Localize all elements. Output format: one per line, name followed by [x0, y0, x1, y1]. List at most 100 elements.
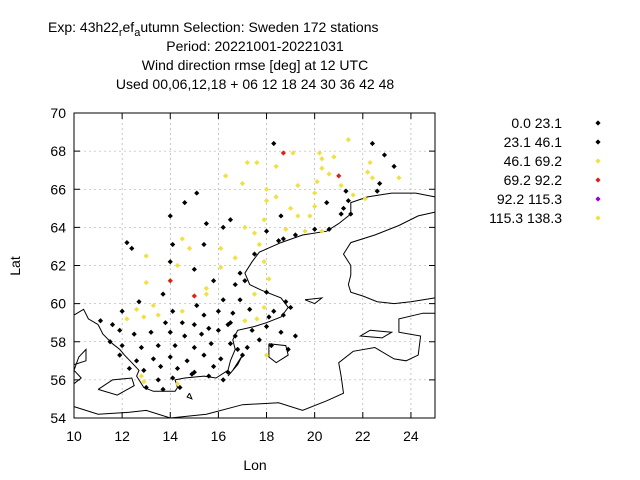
legend-marker	[595, 139, 601, 145]
title-subscript-2: a	[134, 27, 141, 39]
station-point	[218, 356, 224, 362]
station-point	[97, 318, 104, 324]
station-point	[141, 367, 147, 373]
station-point	[167, 213, 173, 219]
station-point	[268, 342, 274, 349]
station-point	[172, 342, 178, 349]
station-point	[124, 240, 130, 246]
station-point	[247, 306, 253, 312]
station-point	[141, 314, 147, 320]
station-point	[242, 278, 248, 284]
coastline-path	[73, 308, 99, 326]
legend-label: 69.2 92.2	[504, 172, 563, 188]
station-point	[242, 318, 248, 324]
station-point	[174, 381, 181, 387]
station-point	[239, 352, 246, 358]
station-point	[215, 327, 221, 333]
station-point	[312, 226, 318, 232]
station-point	[254, 316, 260, 322]
y-tick-label: 64	[50, 219, 66, 235]
station-point	[174, 262, 181, 269]
station-point	[302, 228, 308, 234]
station-point	[251, 291, 258, 297]
station-point	[189, 371, 195, 377]
station-point	[336, 173, 342, 179]
station-point	[203, 291, 209, 297]
legend-marker	[595, 120, 601, 126]
station-point	[225, 369, 231, 375]
x-tick-label: 16	[211, 428, 227, 444]
station-point	[215, 308, 221, 314]
station-point	[109, 321, 116, 328]
title-line-4: Used 00,06,12,18 + 06 12 18 24 30 36 42 …	[116, 76, 395, 92]
station-point	[263, 198, 270, 204]
y-tick-label: 62	[50, 258, 66, 274]
station-point	[235, 346, 241, 352]
station-point	[251, 230, 258, 236]
coastline-path	[304, 297, 324, 305]
station-point	[203, 220, 209, 227]
y-tick-label: 66	[50, 181, 66, 197]
station-point	[206, 373, 212, 379]
station-point	[107, 339, 113, 345]
station-point	[326, 226, 332, 232]
station-point	[143, 280, 149, 286]
station-point	[263, 323, 270, 330]
station-point	[210, 278, 217, 284]
station-point	[307, 213, 313, 219]
station-point	[167, 259, 173, 265]
station-point	[179, 320, 185, 326]
station-point	[273, 194, 279, 200]
station-point	[350, 192, 356, 198]
coastline-path	[358, 329, 394, 339]
station-point	[391, 163, 397, 169]
station-point	[278, 329, 284, 335]
station-point	[138, 344, 144, 351]
station-point	[374, 188, 380, 194]
station-point	[136, 299, 142, 305]
station-point	[155, 312, 161, 318]
station-point	[170, 308, 176, 314]
station-point	[133, 358, 140, 364]
station-point	[285, 346, 291, 352]
coastline-path	[73, 312, 435, 419]
station-point	[141, 379, 147, 385]
x-tick-label: 14	[162, 428, 178, 444]
station-point	[179, 308, 185, 314]
station-point	[206, 325, 212, 332]
y-tick-label: 58	[50, 334, 66, 350]
station-point	[201, 312, 207, 318]
station-point	[119, 308, 125, 314]
station-point	[191, 344, 197, 351]
station-point	[256, 337, 262, 343]
station-point	[295, 182, 301, 189]
coastline-path	[342, 211, 436, 305]
station-point	[249, 327, 255, 333]
legend-label: 115.3 138.3	[489, 210, 562, 226]
title-line-1: Exp: 43h22refautumn Selection: Sweden 17…	[48, 19, 378, 39]
station-point	[290, 150, 296, 156]
title-part-2: ef	[123, 19, 135, 35]
station-point	[283, 299, 289, 305]
station-point	[232, 281, 238, 288]
station-point	[278, 213, 284, 219]
station-point	[271, 140, 277, 147]
station-point	[338, 211, 344, 217]
coastline-path	[186, 392, 193, 400]
station-point	[227, 217, 234, 223]
station-point	[348, 211, 354, 217]
station-point	[148, 329, 154, 335]
station-point	[343, 188, 349, 194]
station-point	[288, 205, 294, 211]
title-part-1: Exp: 43h22	[48, 19, 119, 35]
x-tick-label: 24	[403, 428, 419, 444]
grid	[74, 113, 435, 418]
legend-marker	[595, 177, 601, 183]
station-point	[295, 213, 301, 219]
station-point	[177, 384, 183, 391]
station-point	[170, 375, 176, 381]
station-point	[194, 302, 200, 309]
station-point	[288, 304, 294, 311]
station-point	[129, 245, 135, 251]
station-point	[396, 175, 402, 181]
